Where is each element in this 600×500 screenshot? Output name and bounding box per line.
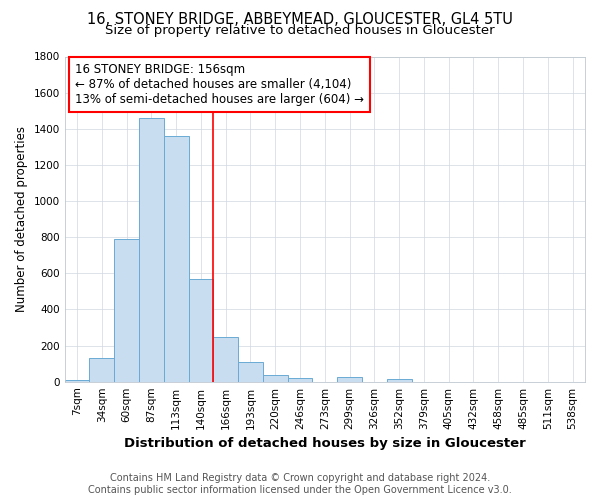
Bar xyxy=(337,377,362,382)
Bar xyxy=(263,376,287,382)
Bar xyxy=(188,278,214,382)
Bar xyxy=(287,378,313,382)
Text: Size of property relative to detached houses in Gloucester: Size of property relative to detached ho… xyxy=(105,24,495,37)
Text: Contains HM Land Registry data © Crown copyright and database right 2024.
Contai: Contains HM Land Registry data © Crown c… xyxy=(88,474,512,495)
Bar xyxy=(238,362,263,382)
Bar xyxy=(214,338,238,382)
Text: 16, STONEY BRIDGE, ABBEYMEAD, GLOUCESTER, GL4 5TU: 16, STONEY BRIDGE, ABBEYMEAD, GLOUCESTER… xyxy=(87,12,513,28)
Bar xyxy=(89,358,114,382)
Bar xyxy=(114,239,139,382)
Text: 16 STONEY BRIDGE: 156sqm
← 87% of detached houses are smaller (4,104)
13% of sem: 16 STONEY BRIDGE: 156sqm ← 87% of detach… xyxy=(75,63,364,106)
X-axis label: Distribution of detached houses by size in Gloucester: Distribution of detached houses by size … xyxy=(124,437,526,450)
Bar xyxy=(387,379,412,382)
Bar xyxy=(139,118,164,382)
Bar xyxy=(164,136,188,382)
Y-axis label: Number of detached properties: Number of detached properties xyxy=(15,126,28,312)
Bar xyxy=(65,380,89,382)
